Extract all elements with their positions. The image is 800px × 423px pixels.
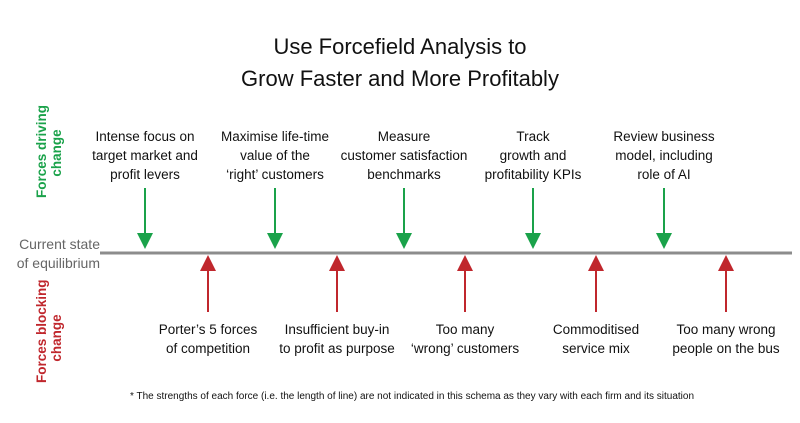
driving-force-label-3-line-2: customer satisfaction: [340, 148, 468, 163]
driving-force-label-4-line-3: profitability KPIs: [484, 167, 582, 182]
blocking-force-label-1-line-2: of competition: [165, 341, 251, 356]
footnote: * The strengths of each force (i.e. the …: [130, 391, 694, 402]
title-line-2: Grow Faster and More Profitably: [241, 66, 559, 91]
driving-force-label-1: Intense focus on target market and profit …: [60, 127, 230, 184]
driving-force-label-1-line-2: target market and: [92, 148, 198, 163]
driving-force-label-5: Review business model, including role of A…: [579, 127, 749, 184]
driving-force-label-4: Track growth and profitability KPIs: [448, 127, 618, 184]
driving-force-label-4-line-1: Track: [516, 129, 550, 144]
driving-force-label-3: Measure customer satisfaction benchmarks: [319, 127, 489, 184]
driving-force-label-3-line-3: benchmarks: [367, 167, 441, 182]
equilibrium-label-line-1: Current state: [19, 236, 100, 252]
driving-force-label-5-line-1: Review business: [613, 129, 715, 144]
driving-force-label-1-line-3: profit levers: [110, 167, 180, 182]
driving-force-label-2-line-1: Maximise life-time: [220, 129, 329, 144]
blocking-force-label-4: Commoditised service mix: [511, 320, 681, 358]
blocking-force-label-3-line-1: Too many: [435, 322, 495, 337]
equilibrium-label-line-2: of equilibrium: [16, 255, 100, 271]
driving-force-label-2-line-2: value of the: [240, 148, 310, 163]
driving-force-label-4-line-2: growth and: [499, 148, 567, 163]
driving-force-label-2-line-3: ‘right’ customers: [226, 167, 324, 182]
blocking-force-label-2-line-2: to profit as purpose: [279, 341, 395, 356]
blocking-force-label-4-line-1: Commoditised: [552, 322, 640, 337]
driving-force-label-1-line-1: Intense focus on: [95, 129, 195, 144]
blocking-force-label-2: Insufficient buy-in to profit as purpose: [252, 320, 422, 358]
blocking-force-label-3-line-2: ‘wrong’ customers: [410, 341, 520, 356]
blocking-force-label-4-line-2: service mix: [562, 341, 630, 356]
blocking-force-label-5: Too many wrong people on the bus: [641, 320, 800, 358]
blocking-force-label-1: Porter’s 5 forces of competition: [123, 320, 293, 358]
blocking-force-label-3: Too many ‘wrong’ customers: [380, 320, 550, 358]
driving-force-label-5-line-3: role of AI: [637, 167, 691, 182]
driving-force-label-2: Maximise life-time value of the ‘right’ cu…: [190, 127, 360, 184]
blocking-force-label-5-line-2: people on the bus: [672, 341, 780, 356]
blocking-force-label-2-line-1: Insufficient buy-in: [284, 322, 390, 337]
title-line-1: Use Forcefield Analysis to: [273, 34, 527, 59]
blocking-force-label-1-line-1: Porter’s 5 forces: [158, 322, 258, 337]
driving-force-label-5-line-2: model, including: [615, 148, 713, 163]
driving-force-label-3-line-1: Measure: [377, 129, 431, 144]
blocking-force-label-5-line-1: Too many wrong: [676, 322, 776, 337]
